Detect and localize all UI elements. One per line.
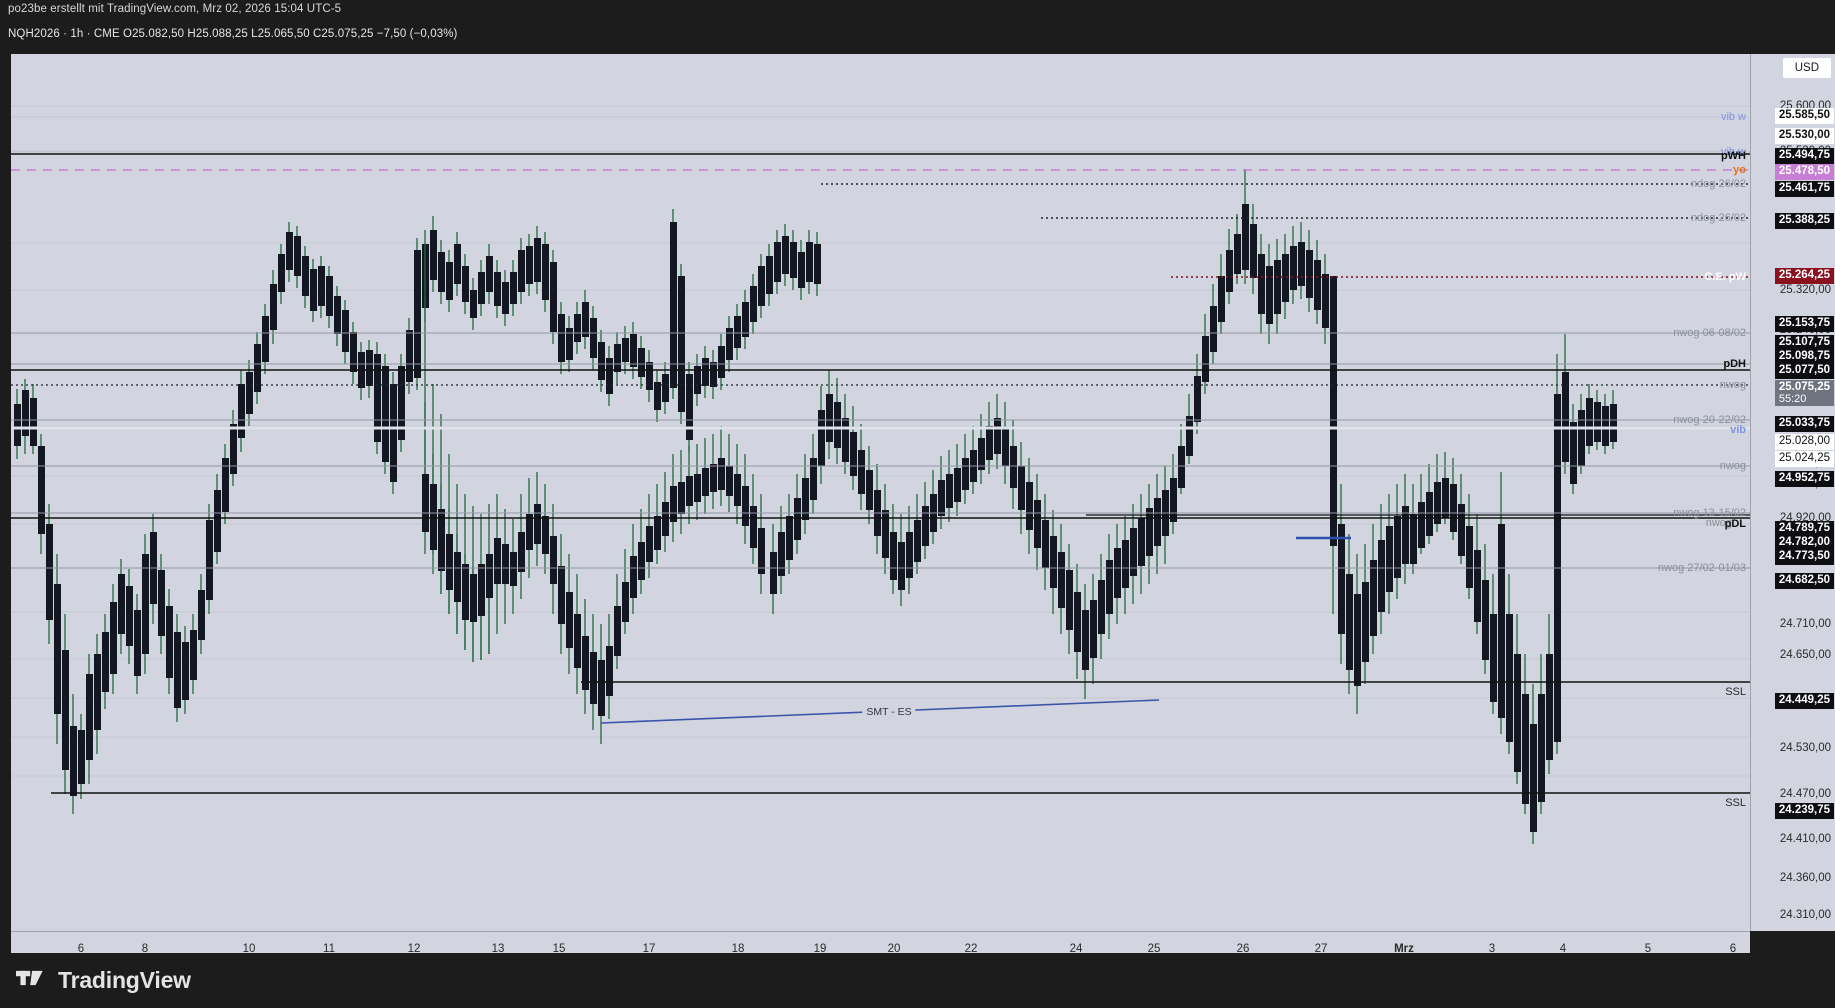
time-tick: 19 <box>813 943 827 955</box>
grid-lines <box>11 105 1750 777</box>
tradingview-wordmark: TradingView <box>58 967 191 993</box>
time-tick: 27 <box>1314 943 1328 955</box>
legend-text: NQH2026 · 1h · CME O25.082,50 H25.088,25… <box>8 28 458 40</box>
bar-countdown: 55:20 <box>1778 393 1807 405</box>
level-label: SSL <box>1725 797 1746 809</box>
time-tick: 15 <box>552 943 566 955</box>
level-label: nwog <box>1719 379 1746 391</box>
tradingview-logo-icon <box>16 967 48 994</box>
level-label: nwog 27/02-01/03 <box>1657 562 1746 574</box>
time-tick: 22 <box>964 943 978 955</box>
time-tick: 6 <box>1729 943 1737 955</box>
price-tick: 24.310,00 <box>1779 909 1831 921</box>
price-badge: 24.773,50 <box>1774 549 1834 565</box>
price-badge: 25.098,75 <box>1774 349 1834 365</box>
attribution-bar: po23be erstellt mit TradingView.com, Mrz… <box>0 0 1835 18</box>
time-tick: 25 <box>1147 943 1161 955</box>
price-tick: 24.530,00 <box>1779 742 1831 754</box>
price-badge: 24.782,00 <box>1774 535 1834 551</box>
price-badge: 24.952,75 <box>1774 471 1834 487</box>
candle-bodies <box>14 222 821 796</box>
level-label: SSL <box>1725 686 1746 698</box>
time-tick: 24 <box>1069 943 1083 955</box>
level-label: vib <box>1730 424 1746 436</box>
time-tick: 4 <box>1559 943 1567 955</box>
chart-canvas <box>11 105 1750 844</box>
time-tick-month: Mrz <box>1394 943 1414 955</box>
price-badge: 25.494,75 <box>1774 148 1834 164</box>
level-label: pWH <box>1720 150 1746 162</box>
chart-legend[interactable]: NQH2026 · 1h · CME O25.082,50 H25.088,25… <box>8 28 457 40</box>
candle-bodies-2 <box>422 458 765 716</box>
level-label: C.E. pW <box>1704 271 1746 283</box>
price-badge: 25.585,50 <box>1774 108 1834 124</box>
level-label: yo <box>1733 164 1746 176</box>
level-label: ndog 26/02 <box>1690 212 1746 224</box>
price-badge: 24.449,25 <box>1774 693 1834 709</box>
price-badge: 25.153,75 <box>1774 316 1834 332</box>
time-tick: 17 <box>642 943 656 955</box>
chart-shell: NQH2026 · 1h · CME O25.082,50 H25.088,25… <box>0 18 1835 971</box>
current-price-value: 25.075,25 <box>1778 381 1830 393</box>
price-badge: 24.682,50 <box>1774 573 1834 589</box>
price-tick: 25.320,00 <box>1779 284 1831 296</box>
price-tick: 24.410,00 <box>1779 833 1831 845</box>
time-tick: 13 <box>491 943 505 955</box>
level-label: nwog <box>1719 460 1746 472</box>
price-badge: 25.478,50 <box>1774 164 1834 180</box>
candlestick-series <box>14 169 1617 844</box>
price-badge: 25.024,25 <box>1774 451 1834 467</box>
price-badge: 25.077,50 <box>1774 363 1834 379</box>
level-label: vib w <box>1720 146 1746 158</box>
branding-bar: TradingView <box>0 953 1835 1008</box>
price-badge: 24.789,75 <box>1774 521 1834 537</box>
price-tick: 24.470,00 <box>1779 788 1831 800</box>
time-tick: 20 <box>887 943 901 955</box>
price-tick: 24.710,00 <box>1779 618 1831 630</box>
time-tick: 8 <box>141 943 149 955</box>
price-badge: 25.028,00 <box>1774 434 1834 450</box>
level-label: pDL <box>1724 518 1746 530</box>
candle-bodies-5 <box>1410 372 1617 832</box>
currency-badge[interactable]: USD <box>1782 58 1831 78</box>
time-tick: 10 <box>242 943 256 955</box>
level-lines <box>11 116 1750 794</box>
level-label: vib w <box>1720 111 1746 123</box>
price-badge: 25.033,75 <box>1774 416 1834 432</box>
level-label: nwog 13-15/02 <box>1673 507 1746 519</box>
price-badge: 24.239,75 <box>1774 803 1834 819</box>
price-pane[interactable]: vib w vib w pWH yo ndog 26/02 ndog 26/02… <box>11 54 1750 931</box>
price-badge: 25.388,25 <box>1774 213 1834 229</box>
level-label: nwog <box>1705 517 1732 529</box>
time-tick: 11 <box>323 943 335 955</box>
time-tick: 12 <box>407 943 421 955</box>
price-scale[interactable]: USD 25.600,00 25.530,00 25.320,00 25.240… <box>1750 54 1835 931</box>
time-tick: 5 <box>1644 943 1652 955</box>
smt-trendline-label: SMT - ES <box>862 706 916 718</box>
price-badge: 25.264,25 <box>1774 268 1834 284</box>
candle-bodies-4 <box>1170 204 1409 686</box>
level-label: nwog 20-22/02 <box>1673 414 1746 426</box>
price-badge: 25.461,75 <box>1774 181 1834 197</box>
time-tick: 3 <box>1488 943 1496 955</box>
level-label: ndog 26/02 <box>1690 178 1746 190</box>
price-badge: 25.107,75 <box>1774 335 1834 351</box>
price-badge-current: 25.075,25 55:20 <box>1774 380 1834 406</box>
price-badge: 25.530,00 <box>1774 128 1834 144</box>
level-label: nwog 06-08/02 <box>1673 327 1746 339</box>
price-tick: 24.650,00 <box>1779 649 1831 661</box>
price-tick: 24.360,00 <box>1779 872 1831 884</box>
level-label: pDH <box>1723 358 1746 370</box>
time-tick: 18 <box>731 943 745 955</box>
time-tick: 6 <box>77 943 85 955</box>
time-tick: 26 <box>1236 943 1250 955</box>
